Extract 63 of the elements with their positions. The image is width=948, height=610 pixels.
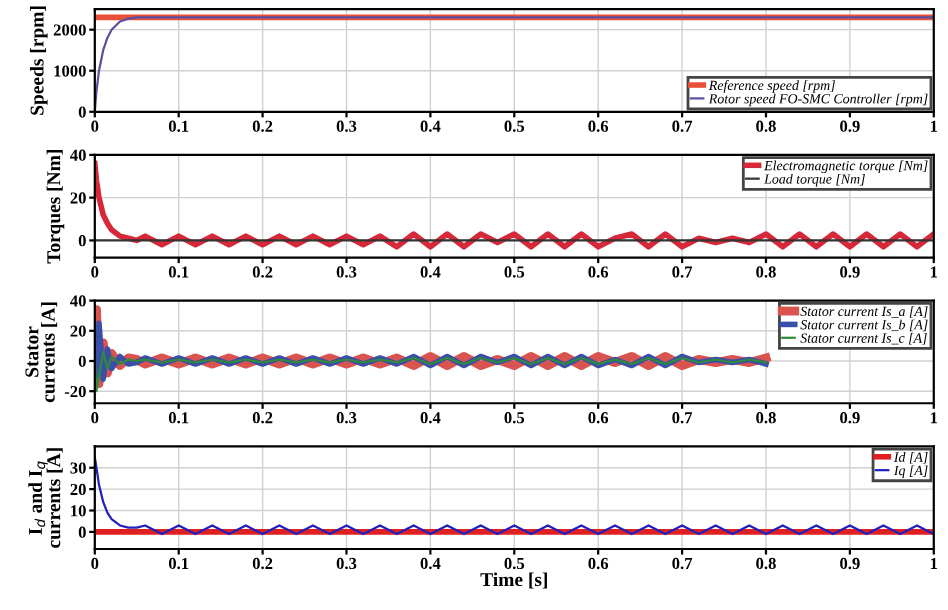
x-tick-label: 0.5 [504, 120, 525, 132]
x-tick-label: 0.3 [336, 557, 357, 570]
x-tick-label: 0.1 [168, 412, 189, 424]
x-tick-label: 0.9 [840, 557, 860, 570]
y-tick-label: 0 [78, 355, 86, 367]
x-tick-label: 0.6 [588, 412, 609, 424]
x-tick-label: 1 [930, 557, 938, 569]
x-tick-label: 0.8 [756, 557, 776, 570]
y-tick-label: 30 [70, 462, 86, 474]
x-tick-label: 0.2 [252, 557, 273, 570]
x-tick-label: 0.2 [252, 412, 273, 424]
x-tick-label: 0 [91, 120, 99, 132]
y-axis-title: Speeds [rpm] [29, 6, 48, 115]
x-tick-label: 0.5 [504, 557, 525, 570]
y-tick-label: 0 [78, 106, 86, 118]
y-axis-title: I$_{d}$ and I$_{q}$ currents [A] [28, 448, 63, 548]
y-tick-label: 40 [70, 149, 86, 161]
y-tick-label: 20 [70, 192, 86, 204]
y-tick-label: 20 [70, 483, 86, 496]
x-tick-label: 0.7 [672, 412, 693, 424]
y-tick-label: 0 [78, 526, 86, 538]
x-tick-label: 0.9 [840, 120, 860, 132]
x-tick-label: 0.1 [168, 266, 189, 278]
y-tick-label: 10 [71, 505, 86, 517]
x-axis-title: Time [s] [480, 572, 547, 589]
x-tick-label: 0.1 [168, 120, 189, 132]
y-axis-title: Stator currents [A] [25, 302, 58, 403]
x-tick-label: 0.8 [756, 412, 776, 424]
x-tick-label: 0.5 [504, 412, 525, 424]
x-tick-label: 1 [930, 120, 938, 132]
y-tick-label: 2000 [53, 24, 86, 36]
y-tick-label: 20 [70, 325, 86, 337]
x-tick-label: 0.9 [840, 266, 860, 278]
x-tick-label: 0.5 [504, 266, 525, 278]
x-tick-label: 0.4 [420, 120, 441, 132]
x-tick-label: 0.6 [588, 120, 609, 132]
y-axis-title: Torques [Nm] [46, 150, 65, 264]
x-tick-label: 0.1 [168, 557, 189, 570]
x-tick-label: 0.7 [672, 266, 693, 278]
y-tick-label: -20 [64, 385, 86, 398]
x-tick-label: 0.6 [588, 557, 609, 570]
x-tick-label: 0.8 [756, 266, 776, 278]
x-tick-label: 0.3 [336, 120, 357, 132]
x-tick-label: 0.7 [672, 557, 693, 570]
x-tick-label: 0 [91, 557, 99, 570]
x-tick-label: 0.2 [252, 266, 273, 278]
x-tick-label: 0.8 [756, 120, 776, 132]
x-tick-label: 0.2 [252, 120, 273, 132]
x-tick-label: 0.9 [840, 412, 860, 424]
x-tick-label: 0.6 [588, 266, 609, 278]
x-tick-label: 0.3 [336, 266, 357, 278]
x-tick-label: 0.4 [420, 412, 441, 424]
y-tick-label: 40 [70, 295, 86, 307]
y-tick-label: 0 [78, 235, 86, 247]
x-tick-label: 0 [91, 266, 99, 278]
x-tick-label: 1 [930, 412, 938, 424]
y-tick-label: 1000 [54, 65, 86, 77]
x-tick-label: 0.3 [336, 412, 357, 424]
x-tick-label: 1 [930, 266, 938, 278]
x-tick-label: 0.7 [672, 120, 693, 132]
x-tick-label: 0.4 [420, 266, 441, 278]
x-tick-label: 0 [91, 412, 99, 424]
x-tick-label: 0.4 [420, 557, 441, 570]
